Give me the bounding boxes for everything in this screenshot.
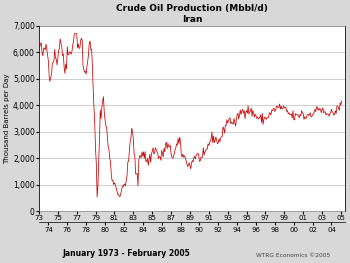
Y-axis label: Thousand Barrels per Day: Thousand Barrels per Day bbox=[4, 73, 10, 164]
Title: Crude Oil Production (Mbbl/d)
Iran: Crude Oil Production (Mbbl/d) Iran bbox=[116, 4, 268, 24]
Text: January 1973 - February 2005: January 1973 - February 2005 bbox=[62, 249, 190, 258]
Text: WTRG Economics ©2005: WTRG Economics ©2005 bbox=[256, 253, 330, 258]
